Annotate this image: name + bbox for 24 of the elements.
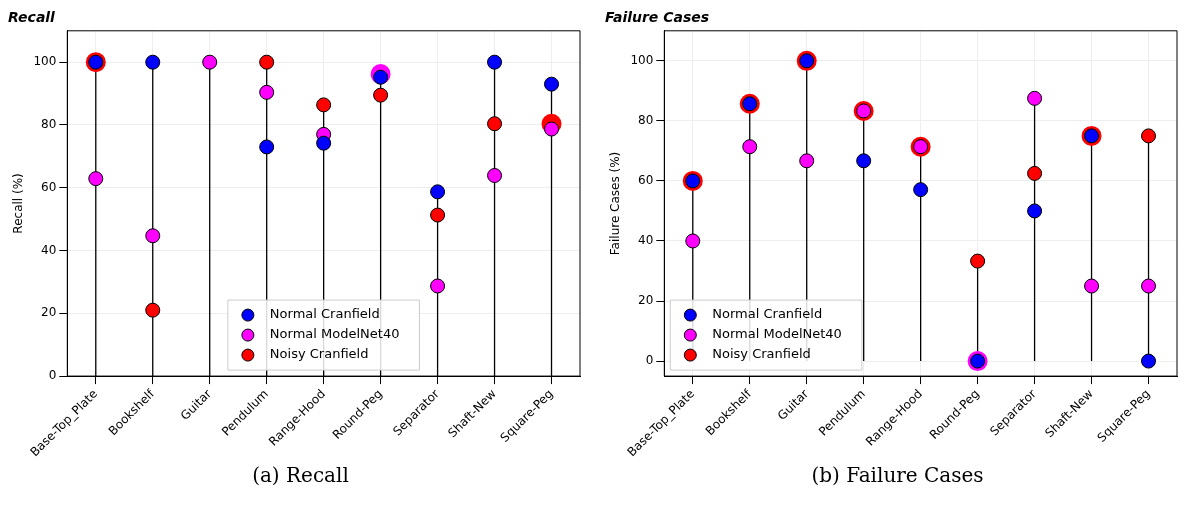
y-tick-label: 100 xyxy=(33,54,57,69)
y-tick-label: 40 xyxy=(638,233,654,248)
y-tick-label: 60 xyxy=(638,173,654,188)
y-axis-title: Recall (%) xyxy=(11,173,26,234)
y-tick-label: 0 xyxy=(645,353,654,368)
legend-label: Normal ModelNet40 xyxy=(269,326,400,342)
legend-label: Normal Cranfield xyxy=(712,306,823,322)
chart-title: Recall xyxy=(8,9,56,26)
legend-label: Noisy Cranfield xyxy=(712,346,811,362)
legend-label: Normal ModelNet40 xyxy=(712,326,842,342)
y-tick-label: 0 xyxy=(48,368,57,383)
chart-title: Failure Cases xyxy=(605,9,710,26)
y-tick-label: 40 xyxy=(41,242,57,257)
legend-label: Normal Cranfield xyxy=(269,306,380,322)
y-tick-label: 60 xyxy=(41,179,57,194)
y-tick-label: 100 xyxy=(630,52,654,67)
y-tick-label: 80 xyxy=(638,113,654,127)
y-tick-label: 20 xyxy=(638,293,654,308)
y-tick-label: 20 xyxy=(41,305,57,320)
legend-label: Noisy Cranfield xyxy=(269,346,369,362)
text: (a) Recall xyxy=(251,463,350,487)
y-axis-title: Failure Cases (%) xyxy=(608,151,623,256)
text: (b) Failure Cases xyxy=(810,463,985,487)
y-tick-label: 80 xyxy=(41,117,57,132)
